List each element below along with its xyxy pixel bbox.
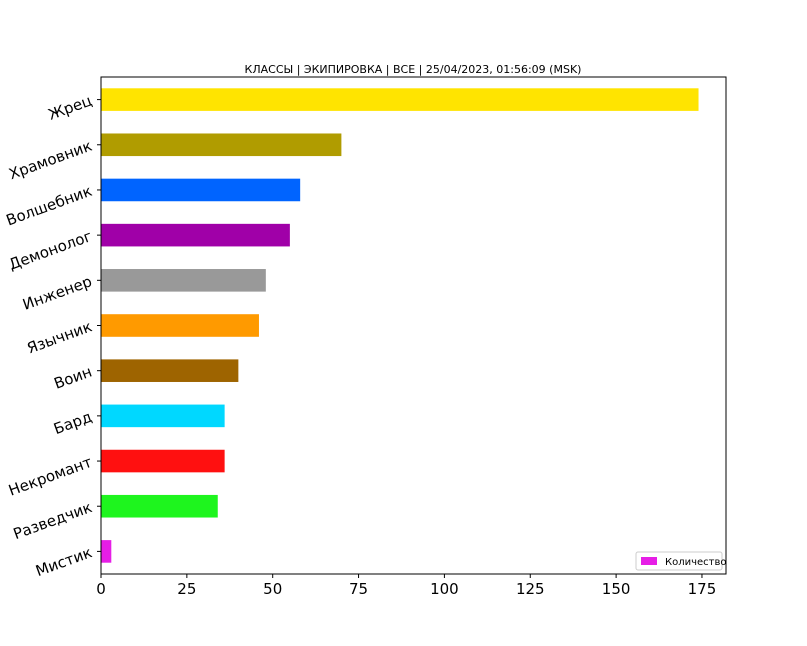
y-tick-label: Храмовник bbox=[7, 137, 95, 184]
legend-label: Количество bbox=[665, 557, 727, 568]
bar-1 bbox=[101, 494, 218, 518]
x-axis: 0 25 50 75 100 125 150 175 bbox=[96, 574, 716, 598]
x-tick-label: 125 bbox=[516, 580, 545, 598]
bar-5 bbox=[101, 314, 259, 337]
y-tick-label: Демонолог bbox=[6, 227, 94, 274]
bar-2 bbox=[101, 449, 225, 473]
bar-0 bbox=[101, 540, 112, 563]
y-tick-label: Бард bbox=[51, 408, 94, 438]
y-tick-label: Инженер bbox=[20, 272, 94, 314]
y-tick-label: Воин bbox=[52, 363, 95, 393]
x-tick-label: 150 bbox=[602, 580, 631, 598]
legend-swatch bbox=[641, 557, 657, 565]
chart-title: КЛАССЫ | ЭКИПИРОВКА | ВСЕ | 25/04/2023, … bbox=[245, 63, 582, 76]
y-tick-label: Волшебник bbox=[4, 182, 95, 230]
bar-9 bbox=[101, 133, 342, 157]
bars-group bbox=[101, 88, 699, 563]
bar-4 bbox=[101, 359, 239, 382]
x-tick-label: 0 bbox=[96, 580, 106, 598]
y-tick-label: Мистик bbox=[33, 543, 94, 580]
bar-10 bbox=[101, 88, 699, 111]
y-tick-label: Разведчик bbox=[11, 498, 95, 543]
x-tick-label: 175 bbox=[688, 580, 717, 598]
y-tick-label: Язычник bbox=[25, 317, 95, 357]
x-tick-label: 50 bbox=[263, 580, 282, 598]
x-tick-label: 75 bbox=[349, 580, 368, 598]
legend-box bbox=[635, 551, 723, 571]
x-tick-label: 100 bbox=[430, 580, 459, 598]
y-tick-label: Некромант bbox=[6, 453, 94, 500]
bar-7 bbox=[101, 223, 290, 247]
bar-8 bbox=[101, 178, 301, 202]
y-tick-label: Жрец bbox=[46, 91, 95, 123]
plot-frame bbox=[100, 76, 727, 575]
bar-6 bbox=[101, 269, 266, 292]
x-tick-label: 25 bbox=[177, 580, 196, 598]
bar-3 bbox=[101, 404, 225, 428]
legend: Количество bbox=[635, 551, 727, 571]
